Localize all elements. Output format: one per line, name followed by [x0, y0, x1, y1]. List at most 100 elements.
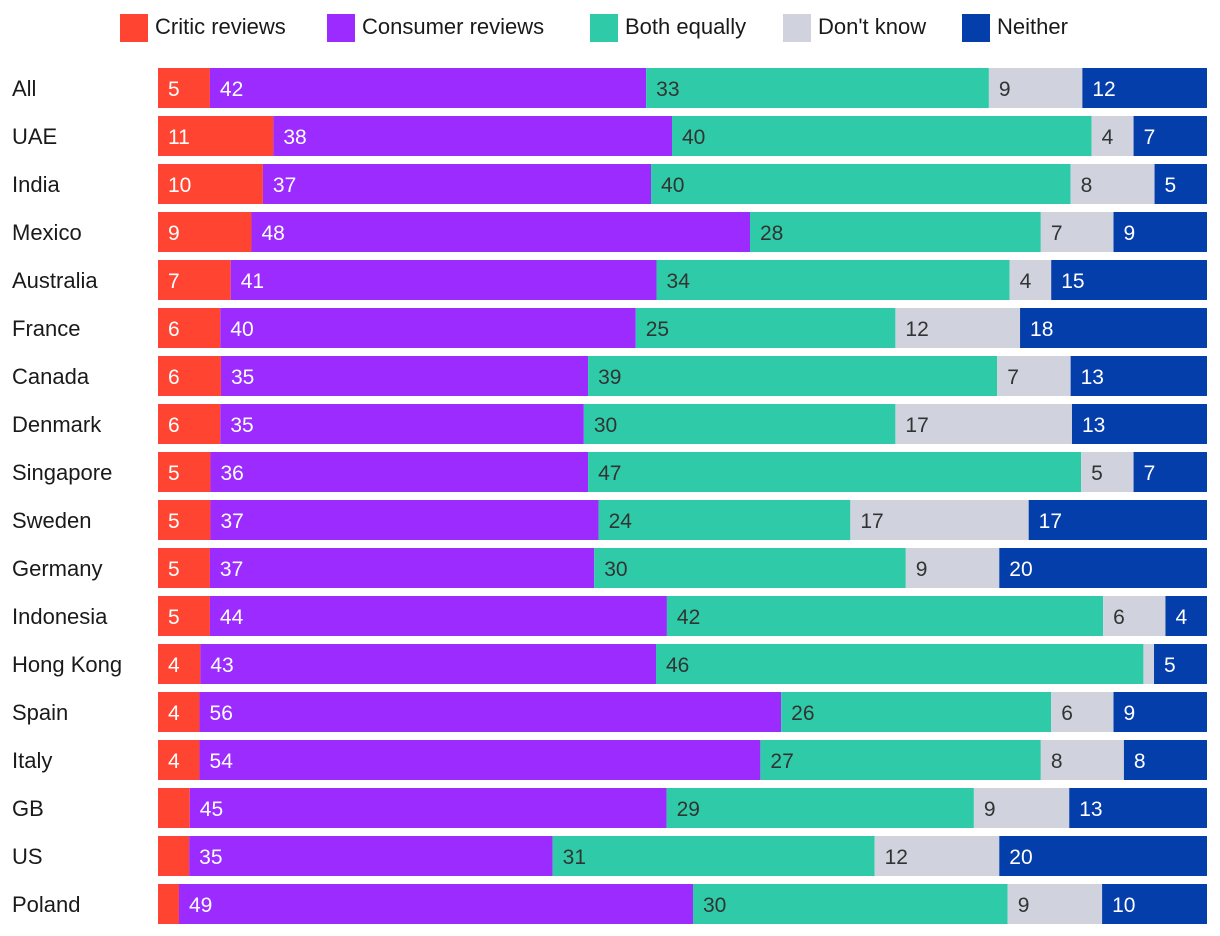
bar-row-poland: 49 30 9 10: [158, 884, 1207, 924]
bar-segment-consumer-reviews-france: [220, 308, 636, 348]
bar-row-italy: 4 54 27 8 8: [158, 740, 1207, 780]
data-label-don-t-know-all: 9: [999, 78, 1011, 101]
bar-segment-critic-reviews-uae: [158, 116, 274, 156]
bar-segment-both-equally-denmark: [583, 404, 896, 444]
bar-segment-don-t-know-us: [874, 836, 1000, 876]
data-label-both-equally-indonesia: 42: [677, 606, 700, 629]
data-label-consumer-reviews-canada: 35: [231, 366, 254, 389]
bar-segment-neither-mexico: [1113, 212, 1207, 252]
data-label-both-equally-germany: 30: [604, 558, 627, 581]
bar-segment-don-t-know-denmark: [895, 404, 1072, 444]
data-label-both-equally-italy: 27: [770, 750, 793, 773]
data-label-consumer-reviews-us: 35: [199, 846, 222, 869]
bar-segment-consumer-reviews-hong-kong: [200, 644, 657, 684]
legend-swatch-neither: [962, 14, 990, 42]
bar-segment-critic-reviews-france: [158, 308, 221, 348]
bar-segment-neither-denmark: [1071, 404, 1207, 444]
bar-segment-neither-india: [1154, 164, 1207, 204]
bar-segment-neither-spain: [1113, 692, 1207, 732]
bar-segment-don-t-know-france: [895, 308, 1021, 348]
bar-segment-both-equally-us: [552, 836, 875, 876]
bar-segment-consumer-reviews-indonesia: [209, 596, 667, 636]
data-label-neither-poland: 10: [1112, 894, 1135, 917]
bar-segment-consumer-reviews-mexico: [251, 212, 751, 252]
data-label-don-t-know-australia: 4: [1020, 270, 1032, 293]
data-label-critic-reviews-canada: 6: [168, 366, 180, 389]
data-label-consumer-reviews-australia: 41: [241, 270, 264, 293]
bar-segment-don-t-know-hong-kong: [1143, 644, 1155, 684]
data-label-consumer-reviews-gb: 45: [200, 798, 223, 821]
bar-segment-neither-germany: [999, 548, 1207, 588]
bar-segment-consumer-reviews-singapore: [210, 452, 589, 492]
bar-segment-consumer-reviews-gb: [189, 788, 667, 828]
category-label-sweden: Sweden: [12, 508, 92, 533]
data-label-both-equally-all: 33: [656, 78, 679, 101]
bar-segment-critic-reviews-gb: [158, 788, 190, 828]
bar-segment-don-t-know-gb: [973, 788, 1070, 828]
bar-segment-consumer-reviews-australia: [230, 260, 657, 300]
data-label-consumer-reviews-uae: 38: [283, 126, 306, 149]
bar-segment-neither-us: [999, 836, 1207, 876]
bar-segment-critic-reviews-india: [158, 164, 263, 204]
bar-row-hong-kong: 4 43 46 5: [158, 644, 1207, 684]
category-label-us: US: [12, 844, 43, 869]
bar-segment-both-equally-spain: [781, 692, 1052, 732]
data-label-don-t-know-france: 12: [905, 318, 928, 341]
data-label-neither-germany: 20: [1009, 558, 1032, 581]
bar-segment-both-equally-canada: [588, 356, 998, 396]
legend-label-don-t-know: Don't know: [818, 14, 926, 39]
data-label-critic-reviews-france: 6: [168, 318, 180, 341]
data-label-both-equally-hong-kong: 46: [666, 654, 689, 677]
bar-segment-neither-poland: [1102, 884, 1207, 924]
data-label-critic-reviews-hong-kong: 4: [168, 654, 180, 677]
data-label-consumer-reviews-france: 40: [230, 318, 253, 341]
data-label-both-equally-france: 25: [646, 318, 669, 341]
bar-segment-consumer-reviews-us: [189, 836, 553, 876]
bar-segment-both-equally-germany: [594, 548, 906, 588]
bar-segment-consumer-reviews-sweden: [210, 500, 599, 540]
data-label-don-t-know-uae: 4: [1102, 126, 1114, 149]
bar-segment-consumer-reviews-india: [262, 164, 652, 204]
data-label-don-t-know-sweden: 17: [860, 510, 883, 533]
data-label-neither-france: 18: [1030, 318, 1053, 341]
data-label-don-t-know-indonesia: 6: [1113, 606, 1125, 629]
category-label-denmark: Denmark: [12, 412, 102, 437]
data-label-critic-reviews-italy: 4: [168, 750, 180, 773]
bar-segment-critic-reviews-mexico: [158, 212, 252, 252]
bar-segment-neither-france: [1020, 308, 1207, 348]
bar-segment-critic-reviews-italy: [158, 740, 200, 780]
bar-segment-critic-reviews-indonesia: [158, 596, 210, 636]
data-label-don-t-know-mexico: 7: [1051, 222, 1063, 245]
category-label-france: France: [12, 316, 80, 341]
bar-segment-neither-gb: [1069, 788, 1207, 828]
bar-segment-don-t-know-mexico: [1040, 212, 1114, 252]
data-label-neither-sweden: 17: [1039, 510, 1062, 533]
bar-segment-both-equally-india: [651, 164, 1071, 204]
data-label-neither-hong-kong: 5: [1164, 654, 1176, 677]
bar-segment-don-t-know-india: [1070, 164, 1155, 204]
bar-segment-both-equally-hong-kong: [656, 644, 1144, 684]
bar-segment-consumer-reviews-canada: [220, 356, 589, 396]
bar-segment-neither-all: [1082, 68, 1207, 108]
data-label-critic-reviews-uae: 11: [168, 126, 190, 149]
data-label-consumer-reviews-india: 37: [273, 174, 296, 197]
data-label-critic-reviews-india: 10: [168, 174, 191, 197]
data-label-consumer-reviews-mexico: 48: [261, 222, 284, 245]
data-label-neither-australia: 15: [1061, 270, 1084, 293]
bar-row-france: 6 40 25 12 18: [158, 308, 1207, 348]
data-label-consumer-reviews-hong-kong: 43: [210, 654, 233, 677]
bar-row-uae: 11 38 40 4 7: [158, 116, 1207, 156]
bar-segment-critic-reviews-poland: [158, 884, 179, 924]
data-label-consumer-reviews-germany: 37: [220, 558, 243, 581]
bar-segment-don-t-know-poland: [1007, 884, 1103, 924]
data-label-neither-spain: 9: [1124, 702, 1136, 725]
data-label-both-equally-sweden: 24: [609, 510, 633, 533]
data-label-don-t-know-canada: 7: [1007, 366, 1019, 389]
bar-row-india: 10 37 40 8 5: [158, 164, 1207, 204]
bar-row-sweden: 5 37 24 17 17: [158, 500, 1207, 540]
data-label-consumer-reviews-all: 42: [220, 78, 243, 101]
bar-row-denmark: 6 35 30 17 13: [158, 404, 1207, 444]
bar-segment-neither-sweden: [1028, 500, 1207, 540]
